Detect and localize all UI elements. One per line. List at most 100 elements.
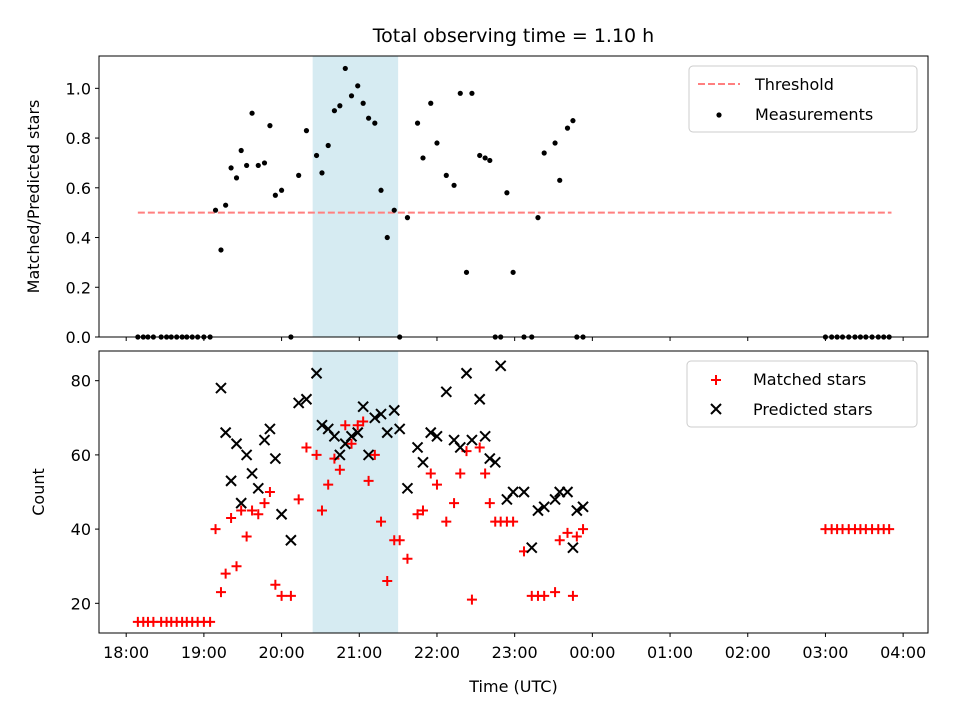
predicted-star-marker [316,419,328,431]
predicted-star-marker [425,426,437,439]
matched-star-marker [323,479,334,490]
measurement-point [319,170,325,176]
measurement-point [272,192,278,198]
measurement-point [249,110,255,116]
measurement-point [331,108,338,114]
predicted-star-marker [369,412,381,424]
predicted-star-marker [393,423,406,435]
measurement-point [278,187,285,193]
matched-star-marker [550,587,561,598]
matched-star-marker [571,531,582,542]
predicted-star-marker [494,360,507,372]
measurement-point [504,190,510,196]
measurement-point [348,93,355,99]
predicted-star-marker [507,486,519,498]
x-tick-label: 22:00 [414,643,460,662]
predicted-star-marker [518,486,530,498]
predicted-star-marker [357,400,369,413]
predicted-star-marker [561,486,574,498]
measurement-point [434,140,440,146]
matched-star-marker [480,468,491,479]
measurement-point [404,215,411,221]
predicted-star-marker [269,452,282,465]
predicted-star-marker [431,430,443,443]
predicted-star-marker [225,475,237,487]
predicted-star-marker [240,449,253,461]
predicted-star-marker [246,467,258,480]
matched-star-marker [253,509,264,520]
chart-title: Total observing time = 1.10 h [372,25,654,47]
matched-star-marker [441,516,452,527]
y-tick-label: 0.8 [66,129,91,148]
matched-star-marker [474,442,485,453]
measurement-point [557,177,563,183]
matched-star-marker [402,553,413,564]
matched-star-marker [578,524,589,535]
matched-star-marker [329,453,340,464]
y-tick-label: 60 [71,446,91,465]
measurement-point [261,160,268,166]
measurement-point [325,142,331,149]
matched-star-marker [508,516,519,527]
predicted-star-marker [440,386,453,398]
matched-star-marker [382,576,393,587]
axes-frame [98,55,929,338]
predicted-star-marker [526,541,538,554]
matched-star-marker [264,487,275,497]
matched-star-marker [554,535,565,546]
measurement-point [564,125,571,131]
series-measurements [135,65,892,340]
measurement-point [267,123,273,129]
measurement-point [487,157,493,164]
matched-star-marker [346,438,357,449]
measurement-point [570,118,576,124]
measurement-point [233,175,240,181]
predicted-star-marker [328,430,341,443]
legend-threshold-label: Threshold [754,75,834,94]
predicted-star-marker [292,397,305,409]
measurement-point [469,90,475,96]
measurement-point [342,65,348,72]
predicted-star-marker [235,497,247,509]
bottom-panel: 20 40 60 80 18:00 19:00 20:00 21:00 22:00 23:00 00… [29,350,929,696]
matched-star-marker [220,568,231,579]
matched-star-marker [247,505,258,516]
matched-star-marker [236,505,247,516]
predicted-star-marker [362,449,375,461]
measurement-point [391,207,397,213]
measurement-point [541,150,547,156]
y-tick-label: 80 [71,372,91,391]
measurement-point [378,187,384,193]
matched-star-marker [241,531,252,542]
predicted-star-marker [285,534,297,546]
measurement-point [510,269,516,275]
measurement-point [384,234,390,241]
measurement-point [451,182,457,188]
matched-star-marker [466,594,477,605]
x-tick-label: 00:00 [569,643,615,662]
matched-star-marker [205,616,216,627]
predicted-star-marker [417,456,429,469]
matched-star-marker [334,464,345,475]
y-axis-label: Count [29,468,48,516]
predicted-star-marker [484,452,496,465]
y-tick-label: 0.0 [66,328,91,347]
predicted-star-marker [375,408,387,420]
matched-star-marker [259,498,270,509]
measurement-point [372,120,378,126]
measurement-point [212,207,219,213]
legend: Matched stars Predicted stars [686,360,918,428]
x-tick-label: 04:00 [880,643,926,662]
matched-star-marker [285,590,296,601]
matched-star-marker [567,590,578,601]
y-tick-label: 0.6 [66,179,91,198]
predicted-star-marker [381,426,393,439]
measurement-point [420,155,426,161]
matched-star-marker [340,420,351,431]
predicted-star-marker [219,426,232,439]
predicted-star-marker [401,482,414,494]
matched-star-marker [293,494,304,505]
predicted-star-marker [532,504,544,517]
measurement-point [552,140,558,146]
measurement-point [218,247,224,253]
